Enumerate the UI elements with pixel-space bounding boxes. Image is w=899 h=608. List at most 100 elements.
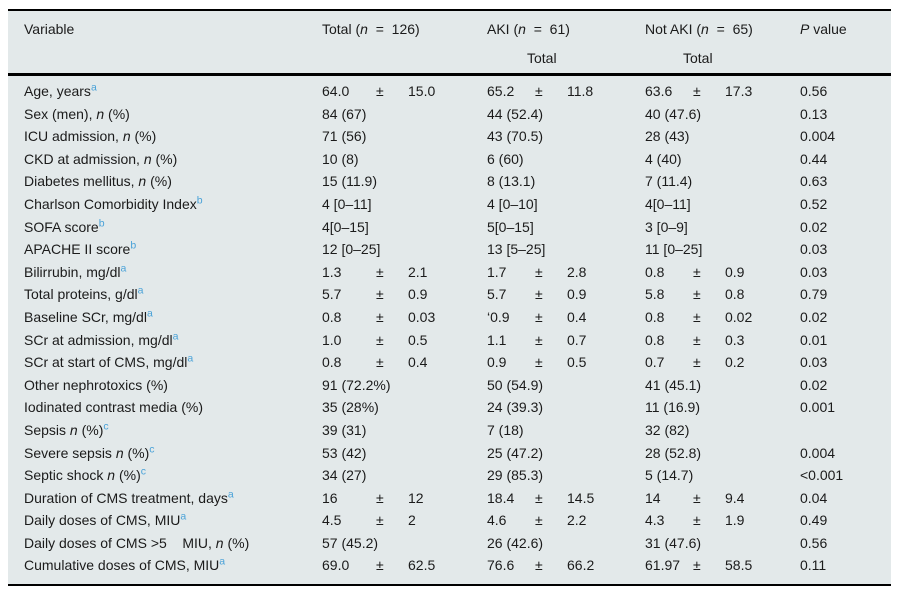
table-row: Other nephrotoxics (%) 91 (72.2%) 50 (54.9…	[24, 374, 875, 397]
total-cell: 84 (67)	[322, 105, 367, 122]
sd-value: 0.7	[567, 331, 587, 348]
aki-cell: 4.6 ±2.2	[487, 509, 645, 532]
p-value-cell: 0.02	[800, 376, 828, 393]
footnote-marker: a	[219, 555, 226, 568]
plus-minus: ±	[693, 512, 701, 529]
variable-cell: CKD at admission, n (%)	[24, 150, 178, 167]
p-value-cell	[800, 419, 875, 442]
not-aki-cell: 4.3 ±1.9	[645, 509, 800, 532]
plus-minus: ±	[535, 263, 543, 280]
aki-cell: 5[0–15]	[487, 218, 534, 235]
table-row: Septic shock n (%)c 34 (27) 29 (85.3) 5 (14…	[24, 464, 875, 487]
sd-value: 17.3	[725, 83, 753, 99]
total-cell: 0.8 ±0.4	[322, 351, 487, 374]
sd-value: 0.3	[725, 331, 745, 348]
not-aki-cell: 41 (45.1)	[645, 376, 702, 393]
header-spacer	[322, 43, 487, 73]
mean-value: 0.8	[322, 308, 342, 325]
p-value-cell: 0.63	[800, 173, 828, 190]
variable-cell: Bilirrubin, mg/dla	[24, 262, 127, 280]
table-row: Daily doses of CMS, MIUa 4.5 ±2 4.6 ±2.2 4.3 ±…	[24, 509, 875, 532]
sd-value: 11.8	[567, 83, 594, 99]
mean-value: 1.0	[322, 331, 342, 348]
sd-value: 14.5	[567, 489, 595, 506]
not-aki-cell: 0.8 ±0.3	[645, 329, 800, 352]
sd-value: 1.9	[725, 512, 745, 529]
not-aki-cell: 0.8 ±0.02	[645, 306, 800, 329]
variable-cell: ICU admission, n (%)	[24, 128, 157, 145]
not-aki-cell: 14 ±9.4	[645, 487, 800, 510]
mean-value: 65.2	[487, 83, 515, 99]
table-row: ICU admission, n (%) 71 (56) 43 (70.5) 28 (…	[24, 125, 875, 148]
sd-value: 0.9	[567, 286, 587, 303]
plus-minus: ±	[376, 557, 384, 574]
mean-value: 61.97	[645, 557, 681, 574]
plus-minus: ±	[693, 489, 701, 506]
mean-value: 0.9	[487, 354, 507, 371]
variable-cell: Cumulative doses of CMS, MIUa	[24, 555, 226, 574]
variable-cell: APACHE II scoreb	[24, 239, 137, 258]
variable-cell: Daily doses of CMS, MIUa	[24, 510, 187, 529]
plus-minus: ±	[535, 286, 543, 303]
p-value-cell: 0.52	[800, 195, 828, 212]
sd-value: 0.9	[408, 286, 428, 303]
not-aki-cell: 63.6 ±17.3	[645, 80, 800, 103]
mean-value: 63.6	[645, 83, 673, 99]
total-cell: 71 (56)	[322, 128, 367, 145]
aki-cell: 18.4 ±14.5	[487, 487, 645, 510]
table-row: Iodinated contrast media (%) 35 (28%) 24 (…	[24, 396, 875, 419]
plus-minus: ±	[693, 83, 701, 99]
not-aki-subheader-total: Total	[683, 50, 713, 66]
total-cell: 4.5 ±2	[322, 509, 487, 532]
sd-value: 0.5	[567, 354, 587, 371]
header-spacer	[800, 43, 875, 73]
variable-cell: Charlson Comorbidity Indexb	[24, 194, 203, 212]
mean-value: ‘0.9	[487, 308, 510, 325]
not-aki-cell: 32 (82)	[645, 421, 690, 438]
table-row: Duration of CMS treatment, daysa 16 ±12 18.…	[24, 487, 875, 510]
mean-value: 5.8	[645, 286, 665, 303]
sd-value: 0.5	[408, 331, 428, 348]
sd-value: 0.4	[408, 354, 428, 371]
table-row: Sepsis n (%)c 39 (31) 7 (18) 32 (82)	[24, 419, 875, 442]
not-aki-cell: 4[0–11]	[645, 195, 691, 212]
not-aki-cell: 28 (43)	[645, 128, 690, 145]
mean-value: 18.4	[487, 489, 515, 506]
table-row: Severe sepsis n (%)c 53 (42) 25 (47.2) 28 (…	[24, 442, 875, 465]
p-value-cell: 0.03	[800, 241, 828, 258]
total-cell: 4 [0–11]	[322, 195, 372, 212]
not-aki-cell: 11 (16.9)	[645, 399, 700, 416]
total-cell: 57 (45.2)	[322, 534, 379, 551]
total-cell: 1.0 ±0.5	[322, 329, 487, 352]
total-cell: 0.8 ±0.03	[322, 306, 487, 329]
aki-cell: 50 (54.9)	[487, 376, 544, 393]
sd-value: 62.5	[408, 557, 436, 574]
p-value-cell: 0.49	[800, 512, 828, 529]
plus-minus: ±	[376, 354, 384, 371]
footnote-marker: a	[227, 488, 234, 501]
footnote-marker: c	[103, 420, 109, 433]
p-value-cell: 0.02	[800, 308, 828, 325]
plus-minus: ±	[376, 512, 384, 529]
mean-value: 14	[645, 489, 661, 506]
total-cell: 4[0–15]	[322, 218, 369, 235]
total-cell: 5.7 ±0.9	[322, 283, 487, 306]
not-aki-cell: 0.8 ±0.9	[645, 261, 800, 284]
variable-cell: Septic shock n (%)c	[24, 465, 146, 484]
not-aki-cell: 7 (11.4)	[645, 173, 693, 190]
p-value-cell: 0.03	[800, 263, 828, 280]
table-row: Total proteins, g/dla 5.7 ±0.9 5.7 ±0.9 5.8 ±0…	[24, 283, 875, 306]
p-value-cell: 0.004	[800, 128, 836, 145]
plus-minus: ±	[535, 83, 543, 99]
plus-minus: ±	[376, 263, 384, 280]
sd-value: 0.4	[567, 308, 587, 325]
mean-value: 4.6	[487, 512, 507, 529]
plus-minus: ±	[535, 308, 543, 325]
aki-cell: 1.1 ±0.7	[487, 329, 645, 352]
column-header-aki: AKI (n = 61)	[487, 21, 570, 37]
mean-value: 5.7	[487, 286, 507, 303]
p-value-cell: <0.001	[800, 467, 844, 484]
footnote-marker: a	[180, 510, 187, 523]
mean-value: 76.6	[487, 557, 515, 574]
aki-cell: 44 (52.4)	[487, 105, 544, 122]
